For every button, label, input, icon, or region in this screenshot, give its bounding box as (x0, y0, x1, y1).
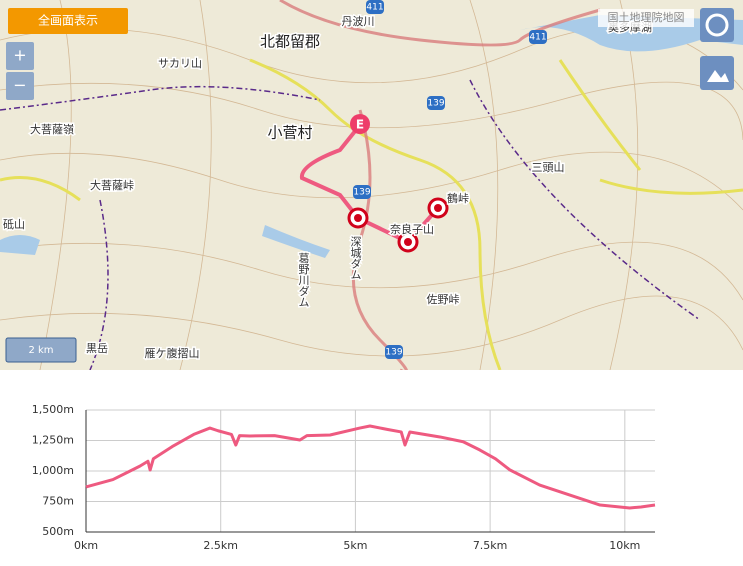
map-label: 砥山 (3, 218, 25, 231)
road-shield (529, 30, 547, 44)
x-tick-label: 2.5km (203, 539, 238, 552)
map-label: 佐野峠 (427, 292, 460, 306)
map-label: 小菅村 (267, 124, 312, 142)
route-end-label: E (356, 118, 364, 132)
road-shield (385, 345, 403, 359)
map-label: 深城ダム (349, 236, 362, 280)
map-label: サカリ山 (158, 57, 202, 70)
elevation-line (85, 424, 656, 510)
y-tick-label: 1,500m (32, 403, 74, 416)
road-number: 139 (385, 348, 402, 358)
zoom-out[interactable] (6, 72, 34, 100)
zoom-out-label[interactable]: − (13, 76, 26, 95)
x-tick-label: 5km (343, 539, 367, 552)
attribution: 国土地理院地図 (608, 10, 685, 24)
road-number: 139 (353, 188, 370, 198)
map-label: 雁ケ腹摺山 (145, 346, 200, 360)
y-tick-label: 750m (42, 495, 74, 508)
road-number: 411 (529, 33, 546, 43)
y-tick-label: 500m (42, 525, 74, 538)
road-shield (427, 96, 445, 110)
map-label: 大菩薩峠 (90, 178, 134, 192)
map-label: 丹波川 (342, 15, 375, 28)
route-markers[interactable] (347, 114, 449, 253)
y-tick-label: 1,250m (32, 434, 74, 447)
map-label: 三頭山 (532, 161, 565, 174)
map-label: 北都留郡 (260, 33, 320, 51)
fullscreen-button[interactable] (8, 8, 128, 34)
fullscreen-label[interactable]: 全画面表示 (38, 13, 98, 28)
scale-label: 2 km (28, 345, 53, 356)
image-icon (707, 70, 729, 82)
road-shield (366, 0, 384, 14)
attribution-bg (598, 9, 694, 27)
x-tick-label: 0km (74, 539, 98, 552)
road-shield (353, 185, 371, 199)
map-label: 葛野川ダム (297, 252, 310, 307)
zoom-in[interactable] (6, 42, 34, 70)
map-label: 大菩薩嶺 (30, 122, 74, 136)
map-label: 黒岳 (86, 342, 108, 355)
refresh-button[interactable] (700, 8, 734, 42)
map-label: 奈良子山 (390, 222, 434, 236)
y-tick-label: 1,000m (32, 464, 74, 477)
refresh-icon (705, 13, 729, 37)
road-number: 139 (427, 99, 444, 109)
x-tick-label: 10km (609, 539, 640, 552)
road-number: 411 (366, 3, 383, 13)
map-label: 鶴峠 (447, 191, 469, 205)
scale-bar (5, 337, 77, 363)
zoom-in-label[interactable]: + (13, 46, 26, 65)
x-tick-label: 7.5km (473, 539, 508, 552)
